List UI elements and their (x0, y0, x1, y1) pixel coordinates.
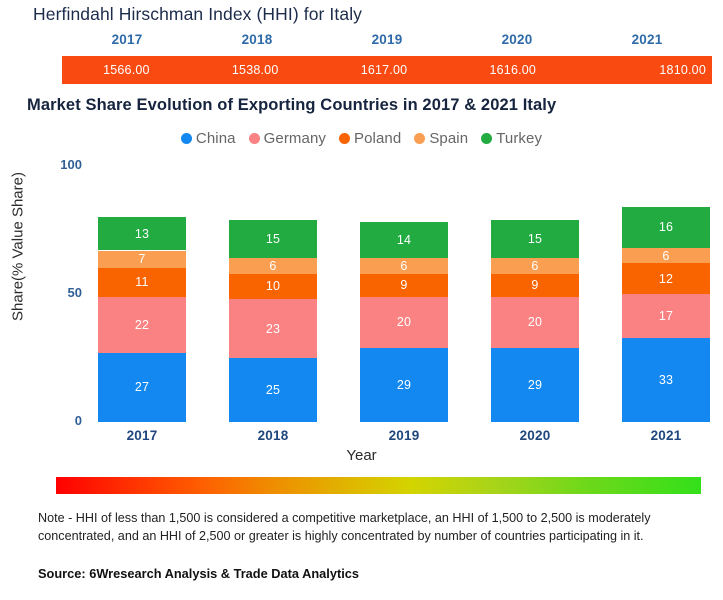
x-axis-tick-label: 2021 (650, 428, 682, 443)
bar-value-label: 12 (658, 271, 674, 286)
bar-value-label: 20 (396, 315, 412, 330)
bar-value-label: 9 (400, 278, 408, 293)
legend-swatch-icon (180, 133, 192, 144)
bar-segment[interactable]: 6 (622, 247, 710, 264)
bar-value-label: 13 (134, 226, 150, 241)
hhi-value-cell: 1616.00 (489, 63, 537, 77)
hhi-year-label: 2017 (111, 32, 143, 47)
hhi-value-cell: 1810.00 (659, 63, 706, 77)
hhi-year-label: 2021 (631, 32, 663, 47)
bar-value-label: 33 (658, 372, 674, 387)
bar-value-label: 29 (527, 377, 543, 392)
bar-column[interactable]: 27 22 11 7 13 (98, 166, 186, 422)
legend-swatch-icon (339, 133, 350, 144)
x-axis-tick-label: 2018 (257, 428, 289, 443)
bar-segment[interactable]: 6 (229, 258, 317, 274)
bar-segment[interactable]: 33 (622, 337, 710, 422)
bar-column[interactable]: 29 20 9 6 15 (491, 166, 579, 422)
hhi-value-cell: 1617.00 (360, 63, 408, 77)
bar-value-label: 27 (134, 380, 150, 395)
bar-value-label: 6 (400, 258, 408, 273)
hhi-year-label: 2018 (241, 32, 273, 47)
footnote-text: Note - HHI of less than 1,500 is conside… (38, 511, 651, 543)
bar-segment[interactable]: 22 (98, 296, 186, 353)
x-axis-tick-label: 2020 (519, 428, 551, 443)
legend-item-poland[interactable]: Poland (339, 130, 401, 147)
bar-column[interactable]: 29 20 9 6 14 (360, 166, 448, 422)
bar-value-label: 25 (265, 383, 281, 397)
bar-segment[interactable]: 17 (622, 294, 710, 338)
bar-value-label: 10 (265, 279, 281, 294)
hhi-gradient-scale (56, 477, 701, 494)
bar-segment[interactable]: 12 (622, 263, 710, 294)
legend-label: Poland (354, 130, 402, 147)
bar-value-label: 16 (658, 220, 674, 235)
bar-value-label: 7 (138, 252, 146, 267)
bar-value-label: 6 (531, 258, 539, 273)
bar-segment[interactable]: 29 (491, 347, 579, 422)
hhi-value-cell: 1538.00 (231, 63, 279, 77)
bar-column[interactable]: 33 17 12 6 16 (622, 166, 710, 422)
bar-segment[interactable]: 15 (491, 219, 579, 259)
legend-swatch-icon (481, 133, 493, 144)
source-text: Source: 6Wresearch Analysis & Trade Data… (38, 566, 360, 581)
hhi-year-label: 2019 (371, 32, 403, 47)
bar-segment[interactable]: 14 (360, 222, 448, 259)
bar-value-label: 22 (134, 317, 150, 332)
y-axis-title: Share(% Value Share) (9, 172, 27, 321)
hhi-title: Herfindahl Hirschman Index (HHI) for Ita… (33, 4, 363, 24)
x-axis-tick-label: 2019 (388, 428, 420, 443)
bar-segment[interactable]: 20 (360, 296, 448, 348)
bar-segment[interactable]: 7 (98, 250, 186, 269)
legend-item-spain[interactable]: Spain (414, 130, 468, 147)
y-axis-tick-label: 0 (74, 413, 82, 428)
bar-value-label: 15 (527, 231, 543, 246)
bar-segment[interactable]: 9 (360, 273, 448, 297)
bar-segment[interactable]: 27 (98, 352, 186, 422)
x-axis-tick-label: 2017 (126, 428, 158, 443)
legend-label: Spain (429, 130, 469, 147)
bar-segment[interactable]: 6 (360, 258, 448, 274)
bar-segment[interactable]: 9 (491, 273, 579, 297)
y-axis-tick-label: 50 (67, 285, 82, 300)
hhi-value-bar: 1566.00 1538.00 1617.00 1616.00 1810.00 (62, 56, 712, 84)
legend-label: Turkey (496, 130, 543, 147)
hhi-year-header-row: 2017 2018 2019 2020 2021 (62, 32, 712, 54)
bar-segment[interactable]: 6 (491, 258, 579, 274)
bar-value-label: 6 (269, 258, 277, 273)
bar-segment[interactable]: 11 (98, 268, 186, 297)
bar-segment[interactable]: 15 (229, 219, 317, 259)
bar-value-label: 14 (396, 233, 412, 248)
chart-legend: China Germany Poland Spain Turkey (0, 130, 723, 147)
legend-label: Germany (263, 130, 326, 147)
legend-swatch-icon (414, 133, 426, 144)
bar-segment[interactable]: 13 (98, 217, 186, 251)
x-axis-title: Year (346, 447, 377, 464)
bar-segment[interactable]: 10 (229, 273, 317, 300)
y-axis-tick-label: 100 (60, 157, 82, 172)
bar-segment[interactable]: 25 (229, 358, 317, 422)
legend-label: China (195, 130, 236, 147)
legend-item-china[interactable]: China (180, 130, 236, 147)
legend-swatch-icon (248, 133, 260, 144)
hhi-year-label: 2020 (501, 32, 533, 47)
legend-item-germany[interactable]: Germany (248, 130, 326, 147)
hhi-value-cell: 1566.00 (103, 63, 150, 77)
bar-segment[interactable]: 16 (622, 206, 710, 248)
bar-value-label: 29 (396, 377, 412, 392)
bar-segment[interactable]: 29 (360, 347, 448, 422)
chart-title: Market Share Evolution of Exporting Coun… (27, 96, 557, 114)
bar-value-label: 15 (265, 231, 281, 246)
legend-item-turkey[interactable]: Turkey (481, 130, 542, 147)
bar-value-label: 20 (527, 315, 543, 330)
bar-value-label: 11 (135, 275, 149, 290)
bar-segment[interactable]: 20 (491, 296, 579, 348)
bar-column[interactable]: 25 23 10 6 15 (229, 166, 317, 422)
bar-value-label: 6 (662, 248, 670, 263)
bar-value-label: 23 (265, 321, 281, 336)
bar-segment[interactable]: 23 (229, 299, 317, 358)
bar-value-label: 17 (658, 308, 674, 323)
bar-value-label: 9 (531, 278, 539, 293)
